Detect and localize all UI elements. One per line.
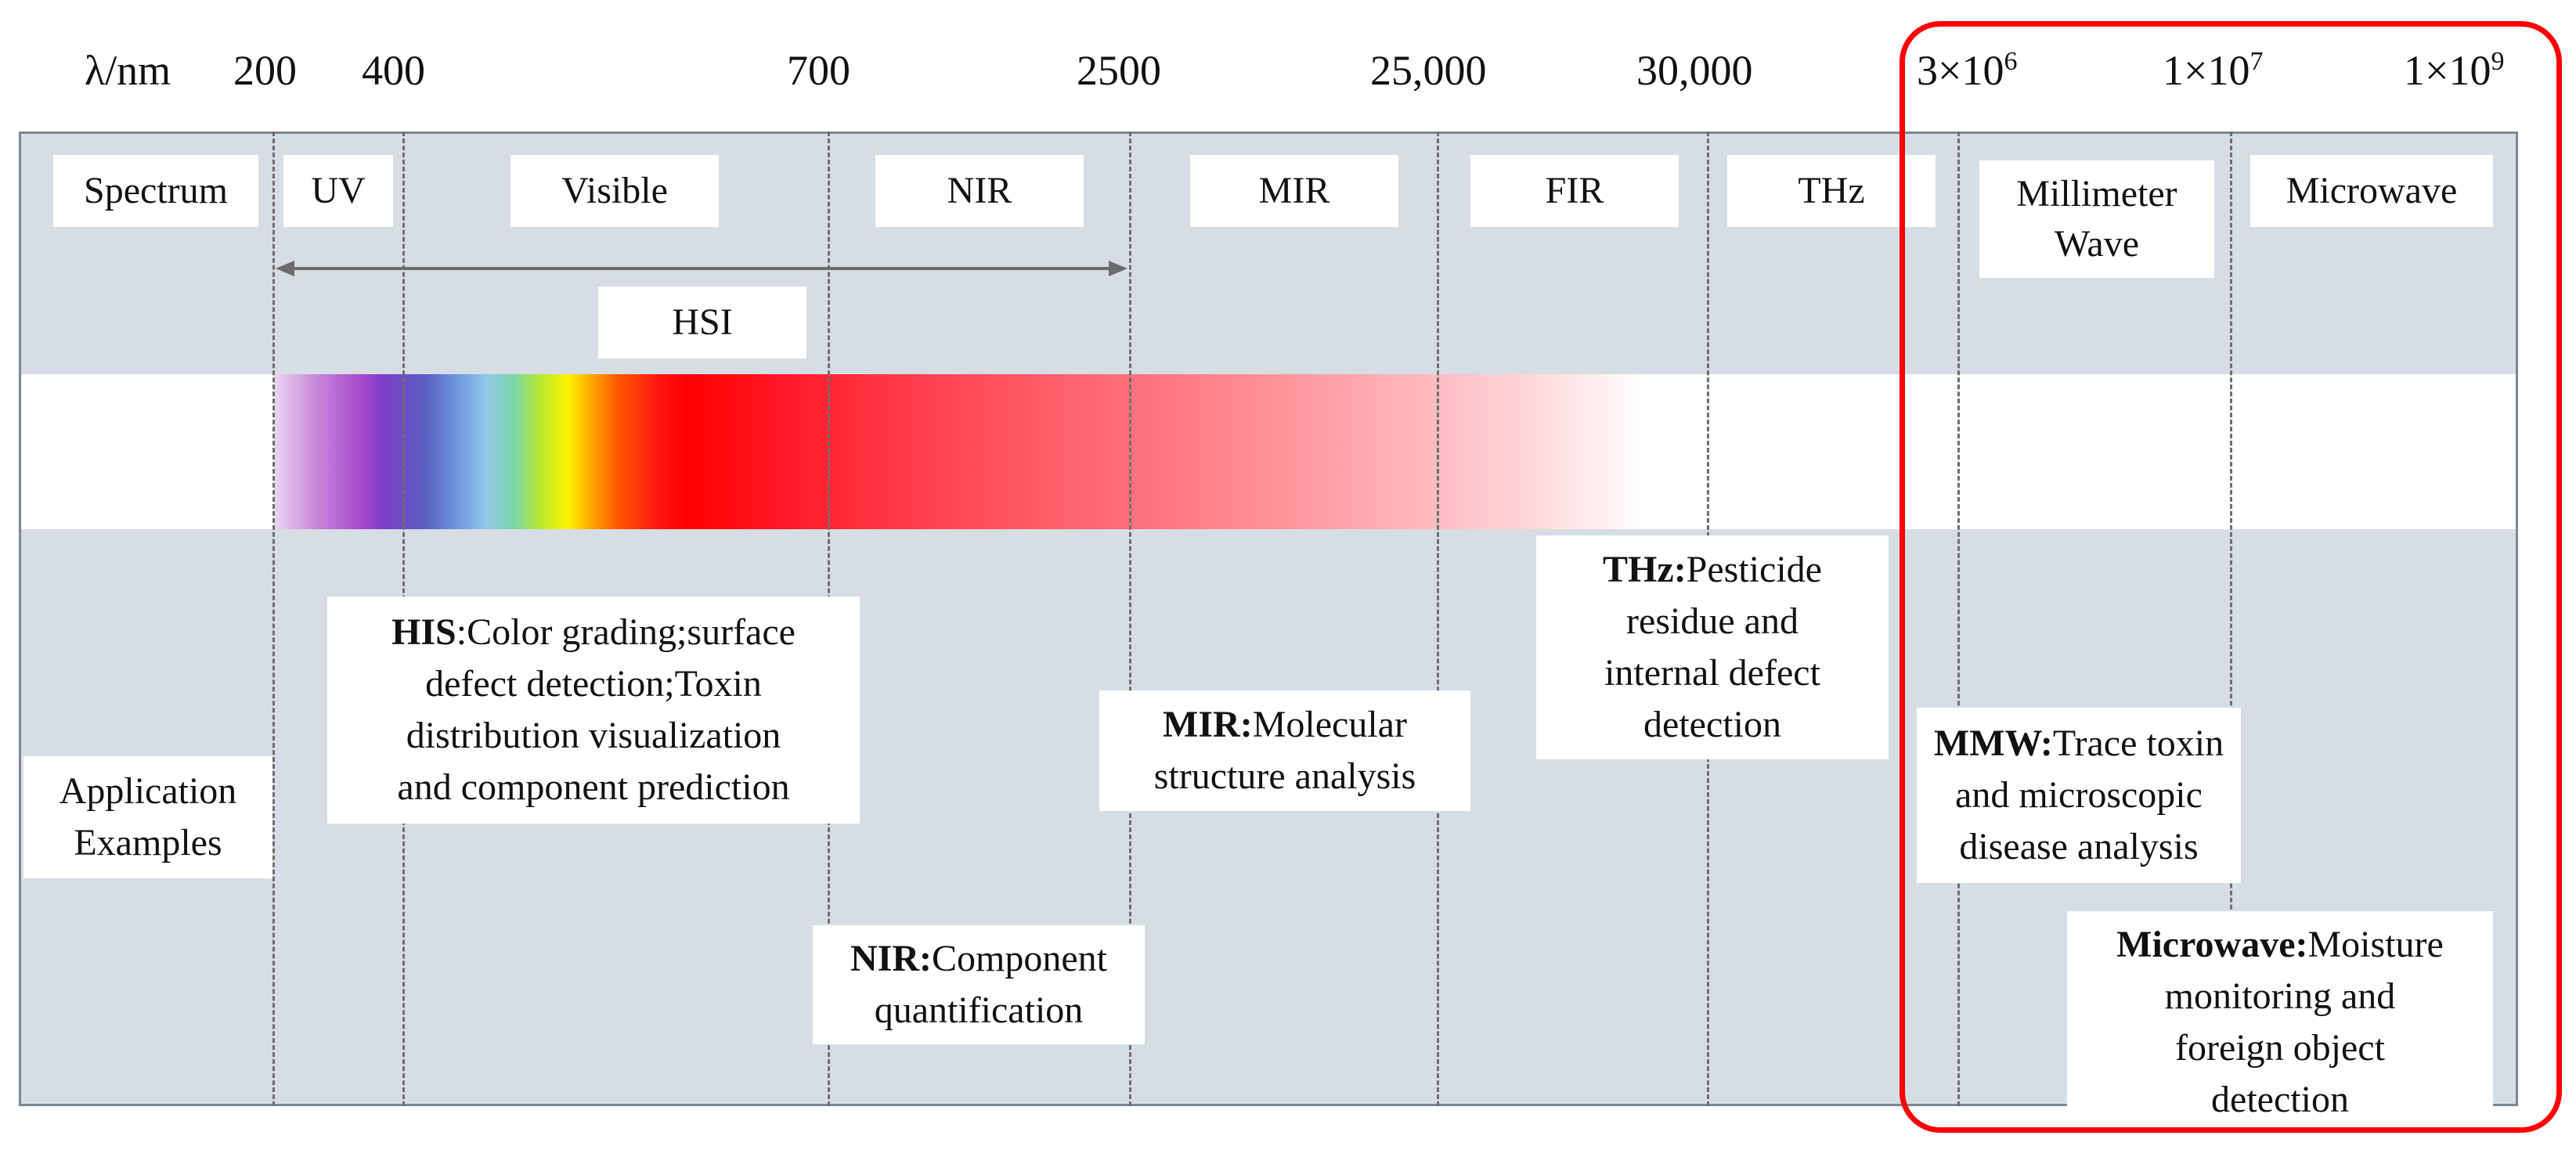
- band-millimeter-wave: Millimeter Wave: [1979, 160, 2214, 278]
- app-mmw-text1: Trace toxin: [2052, 723, 2224, 764]
- app-thz: THz:Pesticide residue and internal defec…: [1536, 535, 1889, 759]
- tick-400: 400: [362, 47, 425, 94]
- app-nir-title: NIR:: [850, 938, 932, 979]
- app-thz-title: THz:: [1603, 549, 1687, 590]
- axis-label: λ/nm: [85, 47, 171, 94]
- boundary-25000: [1437, 132, 1439, 1106]
- app-mir-line1: MIR:Molecular: [1163, 699, 1407, 751]
- tick-700: 700: [787, 47, 850, 94]
- app-thz-line3: internal defect: [1604, 652, 1820, 694]
- app-his-title: HIS: [391, 611, 456, 653]
- app-nir-line2: quantification: [874, 990, 1084, 1031]
- band-microwave: Microwave: [2250, 155, 2493, 227]
- spectrum-row-label: Spectrum: [53, 155, 258, 227]
- app-microwave-title: Microwave:: [2116, 924, 2308, 965]
- tick-2500: 2500: [1077, 47, 1161, 94]
- band-nir: NIR: [875, 155, 1084, 227]
- app-microwave-line2: monitoring and: [2164, 975, 2396, 1017]
- app-nir-line1: NIR:Component: [850, 933, 1107, 985]
- app-nir-text1: Component: [932, 938, 1107, 979]
- application-row-label-line2: Examples: [74, 822, 222, 863]
- app-microwave-text1: Moisture: [2307, 924, 2444, 965]
- app-microwave-line1: Microwave:Moisture: [2116, 919, 2444, 971]
- tick-25000: 25,000: [1370, 47, 1487, 94]
- app-his-line2: defect detection;Toxin: [425, 663, 762, 705]
- tick-200: 200: [233, 47, 297, 94]
- app-mir: MIR:Molecular structure analysis: [1099, 690, 1470, 811]
- tick-1e9-exp: 9: [2491, 47, 2505, 76]
- app-thz-line4: detection: [1643, 704, 1781, 745]
- application-row-label: Application Examples: [23, 756, 272, 878]
- band-fir: FIR: [1470, 155, 1679, 227]
- tick-3e6-exp: 6: [2004, 47, 2018, 76]
- band-uv: UV: [283, 155, 393, 227]
- app-thz-line1: THz:Pesticide: [1603, 544, 1822, 596]
- tick-1e7-exp: 7: [2249, 47, 2264, 76]
- hsi-label: HSI: [598, 287, 806, 359]
- app-thz-line2: residue and: [1626, 600, 1799, 642]
- tick-1e7-base: 1×10: [2163, 47, 2250, 94]
- app-mmw-line1: MMW:Trace toxin: [1934, 718, 2224, 770]
- app-mmw-line3: disease analysis: [1959, 826, 2199, 867]
- app-microwave-line4: detection: [2211, 1079, 2349, 1120]
- boundary-200: [272, 132, 275, 1106]
- app-his-line1: HIS:Color grading;surface: [391, 607, 796, 658]
- app-mmw-line2: and microscopic: [1955, 774, 2203, 816]
- app-thz-text1: Pesticide: [1686, 549, 1822, 590]
- app-microwave: Microwave:Moisture monitoring and foreig…: [2067, 911, 2493, 1134]
- app-his-line3: distribution visualization: [406, 715, 781, 756]
- tick-1e9-base: 1×10: [2404, 47, 2491, 94]
- app-mir-title: MIR:: [1163, 704, 1253, 745]
- app-mmw-title: MMW:: [1933, 723, 2053, 764]
- app-his-text1: :Color grading;surface: [456, 611, 796, 653]
- tick-1e9: 1×109: [2404, 43, 2504, 98]
- spectrum-gradient: [274, 374, 1644, 529]
- boundary-3e6: [1957, 132, 1960, 1106]
- band-visible: Visible: [511, 155, 719, 227]
- tick-30000: 30,000: [1636, 47, 1753, 94]
- app-mir-line2: structure analysis: [1153, 755, 1416, 797]
- app-his: HIS:Color grading;surface defect detecti…: [327, 597, 860, 824]
- tick-1e7: 1×107: [2163, 43, 2263, 98]
- highlight-frame: [1900, 21, 2562, 1133]
- boundary-1e7: [2230, 132, 2232, 1106]
- app-mmw: MMW:Trace toxin and microscopic disease …: [1917, 708, 2241, 883]
- app-nir: NIR:Component quantification: [813, 925, 1145, 1044]
- app-microwave-line3: foreign object: [2175, 1027, 2385, 1069]
- app-mir-text1: Molecular: [1252, 704, 1407, 745]
- app-his-line4: and component prediction: [397, 766, 790, 808]
- application-row-label-line1: Application: [59, 770, 237, 812]
- boundary-2500: [1129, 132, 1131, 1106]
- band-mir: MIR: [1190, 155, 1398, 227]
